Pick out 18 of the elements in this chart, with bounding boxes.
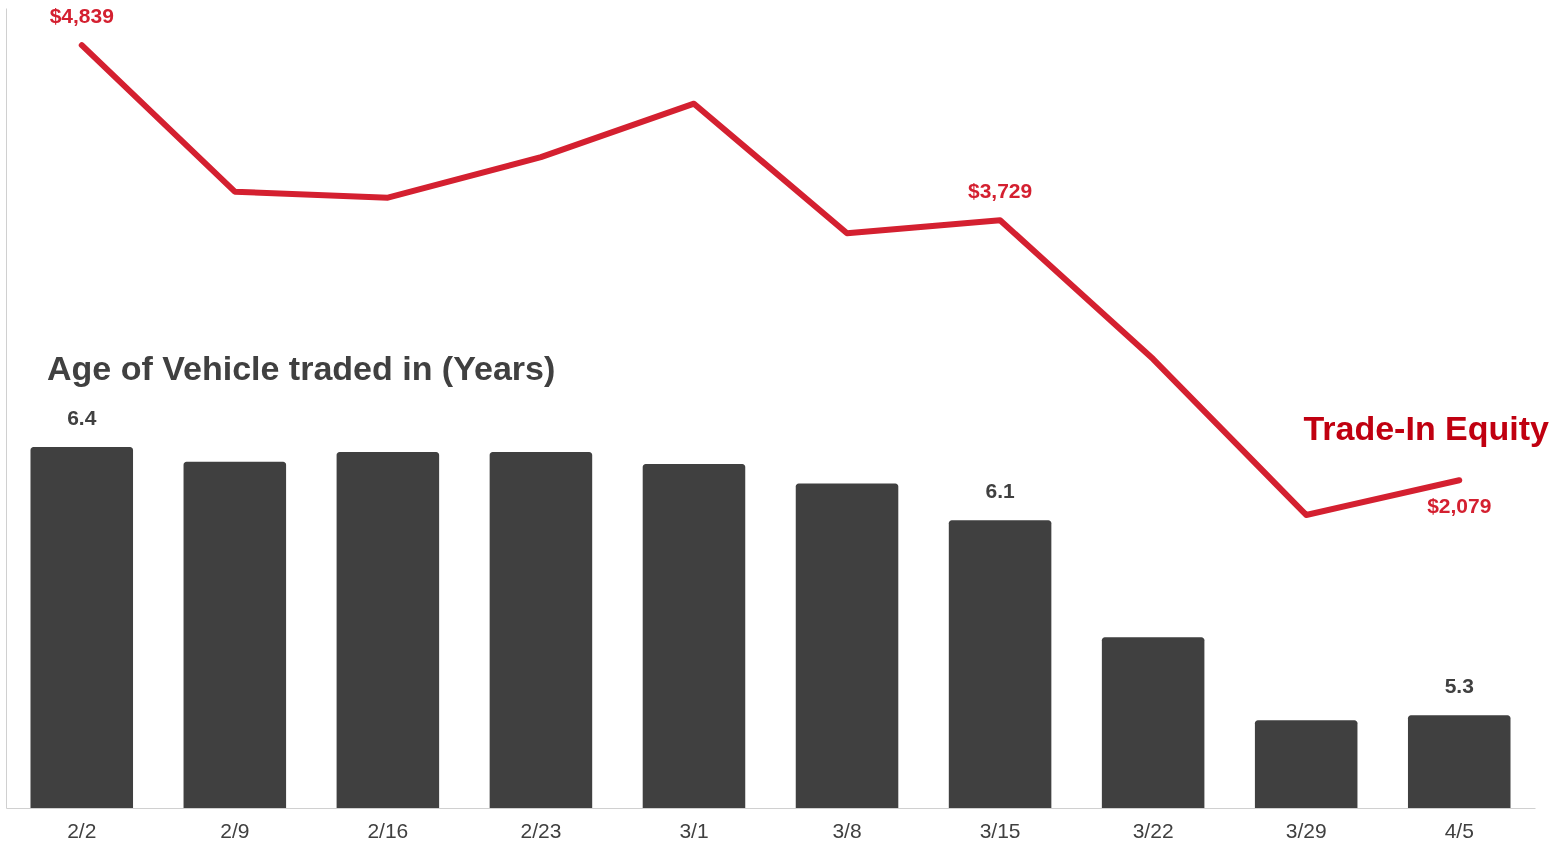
x-tick-label: 4/5	[1444, 818, 1474, 842]
x-tick-label: 3/1	[679, 818, 709, 842]
data-label: 5.3	[1444, 674, 1474, 698]
series-label: Trade-In Equity	[1303, 409, 1550, 447]
x-tick-label: 2/16	[367, 818, 409, 842]
x-tick-label: 2/2	[67, 818, 97, 842]
x-tick-label: 3/15	[979, 818, 1021, 842]
x-tick-label: 3/22	[1132, 818, 1174, 842]
x-tick-label: 2/23	[520, 818, 562, 842]
x-tick-label: 2/9	[220, 818, 250, 842]
data-label: $2,079	[1427, 494, 1492, 518]
data-label: 6.1	[985, 479, 1015, 503]
data-label: 6.4	[67, 406, 97, 430]
x-tick-label: 3/8	[832, 818, 862, 842]
data-label: $4,839	[49, 4, 114, 28]
x-tick-label: 3/29	[1285, 818, 1327, 842]
data-label: $3,729	[967, 179, 1033, 203]
series-label: Age of Vehicle traded in (Years)	[47, 349, 556, 387]
